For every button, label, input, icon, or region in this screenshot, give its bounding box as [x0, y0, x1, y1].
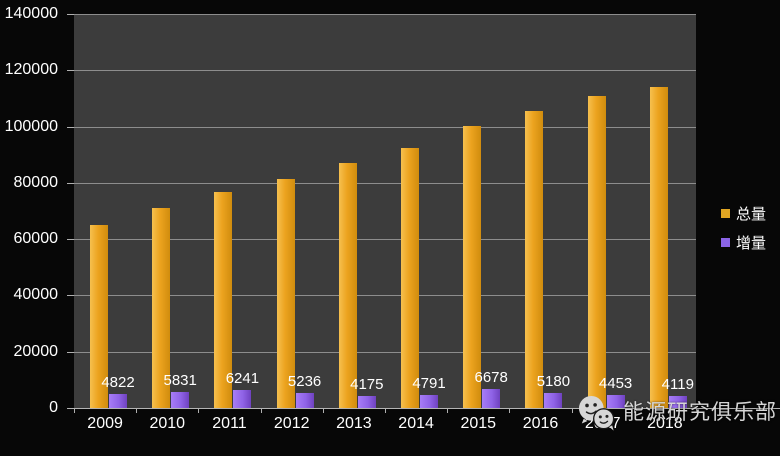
gridline-60000: [74, 239, 696, 241]
bar-increment-2010: [171, 391, 190, 408]
plot-area: 4822 5831 6241 5236 4175 4791 6678 5180 4453 4119: [74, 14, 696, 408]
x-axis-label-2010: 2010: [149, 415, 186, 432]
y-axis-tick-mark: [67, 182, 74, 184]
bar-total-2015: [463, 125, 482, 408]
data-label-increment-2014: 4791: [412, 374, 446, 392]
bar-increment-2009: [109, 394, 127, 408]
bar-total-2009: [90, 225, 108, 408]
x-axis-tick-mark: [633, 408, 635, 413]
x-axis-label-2012: 2012: [273, 415, 310, 432]
bar-total-2010: [152, 208, 171, 408]
bar-increment-2016: [544, 393, 563, 408]
bar-total-2016: [525, 110, 544, 408]
legend-item: 增量: [721, 233, 767, 252]
x-axis-tick-mark: [198, 408, 200, 413]
legend: 总量 增量: [721, 204, 766, 262]
x-axis-tick-mark: [136, 408, 138, 413]
x-axis-tick-mark: [696, 408, 697, 413]
bar-total-2017: [587, 96, 606, 408]
bar-increment-2012: [295, 393, 314, 408]
bar-increment-2013: [357, 396, 376, 408]
y-axis-tick-mark: [67, 126, 74, 128]
y-axis-tick-mark: [67, 14, 74, 15]
legend-label: 增量: [736, 234, 767, 252]
y-axis-tick-mark: [67, 239, 74, 241]
x-axis-label-2009: 2009: [87, 415, 123, 432]
bar-increment-2015: [482, 389, 501, 408]
gridline-80000: [74, 182, 696, 184]
y-axis-tick-label: 60000: [13, 230, 59, 248]
x-axis-tick-mark: [385, 408, 386, 413]
y-axis-tick-mark: [67, 295, 74, 297]
legend-label: 总量: [736, 205, 767, 223]
x-axis-tick-mark: [571, 408, 573, 413]
x-axis-label-2014: 2014: [398, 415, 434, 432]
gridline-140000: [74, 14, 696, 15]
data-label-increment-2012: 5236: [287, 373, 322, 391]
bar-increment-2017: [606, 395, 625, 408]
y-axis-tick-label: 120000: [4, 61, 58, 79]
data-label-increment-2017: 4453: [598, 375, 633, 393]
x-axis-label-2015: 2015: [460, 415, 497, 432]
gridline-20000: [74, 351, 696, 353]
gridline-40000: [74, 295, 696, 297]
gridline-100000: [74, 126, 696, 128]
watermark: 能源研究俱乐部: [578, 394, 777, 439]
bar-total-2011: [214, 191, 233, 408]
bar-total-2014: [401, 148, 419, 408]
bar-increment-2011: [233, 390, 252, 408]
data-label-increment-2010: 5831: [163, 371, 197, 389]
x-axis-tick-mark: [322, 408, 324, 413]
y-axis-tick-label: 140000: [4, 5, 58, 22]
x-axis-line: [68, 408, 780, 409]
y-axis-tick-label: 80000: [13, 173, 59, 191]
watermark-text: 能源研究俱乐部: [623, 401, 777, 424]
x-axis-tick-mark: [260, 408, 262, 413]
y-axis-tick-label: 20000: [13, 342, 59, 360]
y-axis-tick-label: 0: [49, 399, 58, 416]
y-axis-tick-mark: [67, 351, 74, 353]
x-axis-label-2018: 2018: [647, 415, 683, 432]
x-axis-tick-mark: [509, 408, 511, 413]
data-label-increment-2016: 5180: [536, 373, 571, 391]
y-axis-tick-label: 100000: [4, 117, 58, 135]
x-axis-label-2011: 2011: [212, 415, 247, 432]
bar-total-2012: [276, 178, 295, 408]
legend-swatch-icon: [721, 237, 730, 247]
bar-total-2013: [338, 162, 357, 408]
x-axis-tick-mark: [74, 408, 75, 413]
x-axis-tick-mark: [447, 408, 449, 413]
legend-swatch-icon: [721, 208, 730, 218]
bar-increment-2014: [420, 394, 438, 408]
bar-increment-2018: [668, 396, 687, 408]
legend-item: 总量: [721, 204, 767, 223]
data-label-increment-2013: 4175: [350, 376, 384, 394]
x-axis-label-2016: 2016: [522, 415, 559, 432]
data-label-increment-2018: 4119: [661, 376, 694, 394]
data-label-increment-2015: 6678: [474, 369, 508, 387]
x-axis-label-2013: 2013: [336, 415, 372, 432]
wechat-icon: [578, 394, 616, 439]
gridline-120000: [74, 70, 696, 72]
data-label-increment-2009: 4822: [101, 374, 135, 392]
y-axis-tick-label: 40000: [13, 286, 59, 304]
y-axis-tick-mark: [67, 70, 74, 72]
bar-total-2018: [649, 87, 668, 408]
data-label-increment-2011: 6241: [225, 370, 260, 388]
